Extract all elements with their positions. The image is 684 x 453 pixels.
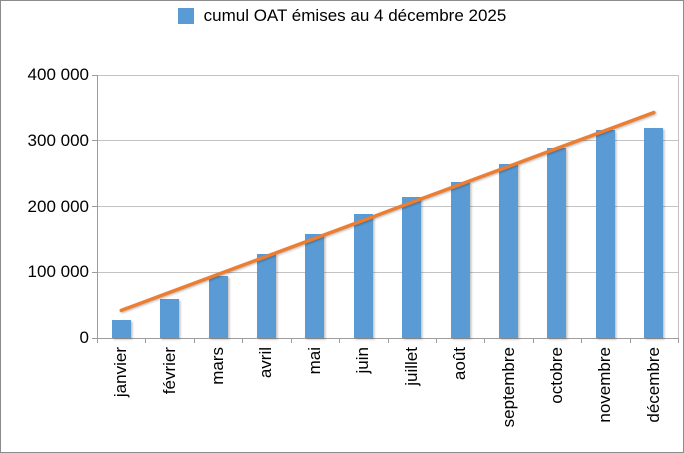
y-tick-label: 300 000: [27, 130, 89, 150]
x-axis-label: novembre: [595, 347, 615, 423]
x-axis-label: août: [450, 347, 470, 381]
x-axis-label: avril: [256, 347, 276, 379]
gridline: [97, 74, 678, 76]
chart-legend: cumul OAT émises au 4 décembre 2025: [1, 6, 683, 26]
x-tick-mark: [97, 338, 98, 343]
x-axis-label: février: [159, 347, 179, 395]
bar: [402, 196, 422, 338]
bar: [353, 214, 373, 338]
x-axis-label: janvier: [111, 347, 131, 398]
x-tick-mark: [339, 338, 341, 343]
x-tick-mark: [387, 338, 389, 343]
bar: [160, 298, 180, 338]
bar: [256, 253, 276, 338]
y-tick-mark: [92, 74, 97, 76]
bar: [208, 276, 228, 338]
x-tick-mark: [242, 338, 244, 343]
bar: [499, 163, 519, 338]
y-tick-label: 0: [79, 328, 89, 347]
x-axis-label: décembre: [643, 347, 663, 423]
gridline: [97, 271, 678, 273]
y-tick-mark: [92, 140, 97, 142]
bar: [111, 319, 131, 338]
x-axis-label: octobre: [546, 347, 566, 404]
y-tick-mark: [92, 271, 97, 273]
y-tick-mark: [92, 206, 97, 207]
bar: [305, 234, 325, 338]
bar: [547, 147, 567, 338]
bar: [644, 127, 664, 338]
x-tick-mark: [678, 338, 679, 343]
x-tick-mark: [290, 338, 292, 343]
x-axis-label: septembre: [498, 347, 518, 428]
x-tick-mark: [193, 338, 195, 343]
x-axis-label: juillet: [401, 347, 421, 386]
y-tick-label: 400 000: [27, 65, 89, 84]
x-tick-mark: [581, 338, 583, 343]
x-axis-line: [97, 337, 679, 339]
y-tick-label: 200 000: [27, 196, 89, 216]
y-axis-line: [97, 75, 98, 338]
plot-right-border: [678, 75, 679, 338]
x-tick-mark: [629, 338, 631, 343]
x-tick-mark: [484, 338, 486, 343]
x-axis-label: mai: [304, 347, 324, 375]
gridline: [97, 140, 678, 142]
bar: [450, 182, 470, 338]
legend-label: cumul OAT émises au 4 décembre 2025: [203, 6, 507, 25]
legend-marker-square: [177, 8, 194, 24]
x-tick-mark: [435, 338, 437, 343]
gridline: [97, 206, 678, 207]
y-tick-mark: [92, 337, 97, 339]
bar: [595, 130, 615, 338]
x-tick-mark: [532, 338, 534, 343]
y-tick-label: 100 000: [27, 262, 89, 282]
x-axis-label: mars: [208, 347, 228, 385]
x-tick-mark: [145, 338, 147, 343]
x-axis-label: juin: [353, 347, 373, 374]
